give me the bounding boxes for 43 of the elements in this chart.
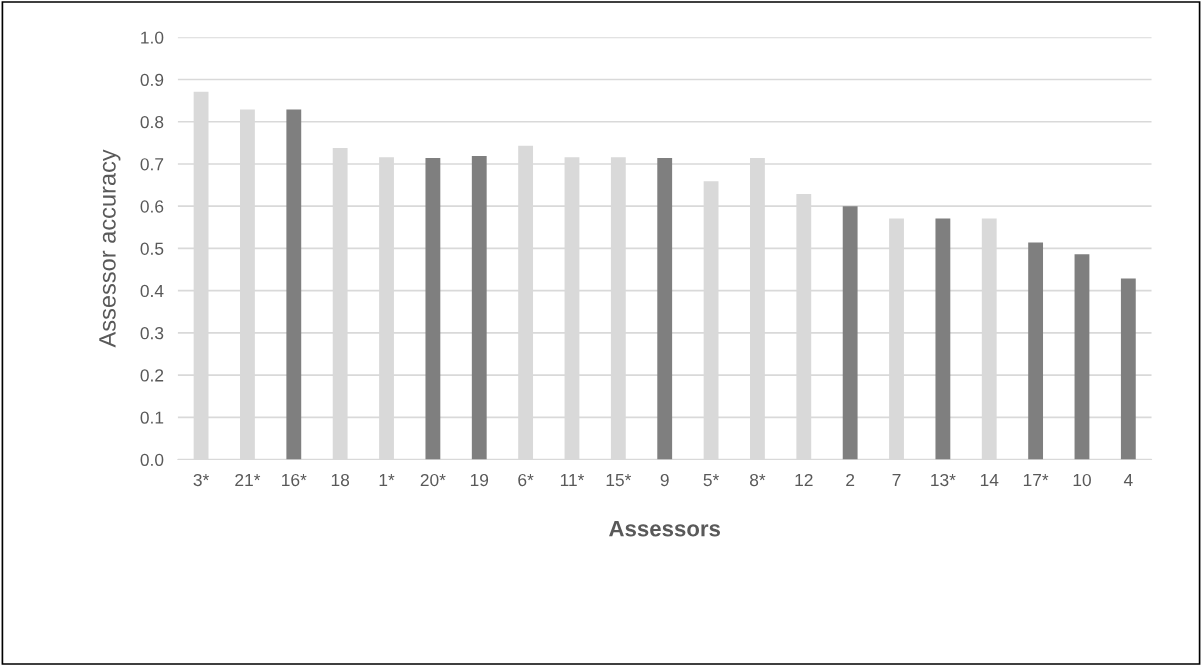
y-tick-label: 0.5 (140, 242, 164, 255)
x-tick-label: 13* (931, 473, 956, 487)
y-tick-label: 0.7 (140, 158, 164, 171)
y-axis-title: Assessor accuracy (99, 149, 121, 348)
x-tick-label: 3* (193, 473, 210, 487)
x-tick-label: 4 (1123, 474, 1133, 487)
x-tick-label: 11* (560, 474, 585, 487)
x-tick-label: 8* (749, 473, 766, 487)
y-tick-label: 0.9 (140, 73, 164, 86)
x-tick-label: 16* (282, 473, 307, 487)
y-tick-label: 1.0 (141, 31, 164, 44)
bar (471, 155, 487, 460)
x-tick-label: 10 (1073, 473, 1091, 487)
bar (1028, 242, 1044, 460)
x-tick-label: 5* (703, 474, 719, 487)
y-tick-label: 0.3 (140, 327, 164, 340)
x-tick-label: 20* (420, 473, 446, 487)
x-tick-label: 2 (846, 473, 855, 487)
y-tick-label: 0.6 (140, 200, 164, 213)
y-tick-label: 0.2 (140, 369, 164, 382)
x-tick-label: 1* (379, 474, 395, 487)
y-tick-label: 0.4 (140, 284, 164, 298)
x-tick-label: 12 (795, 473, 813, 487)
bar (935, 218, 951, 460)
bar (425, 158, 441, 460)
x-tick-label: 14 (980, 474, 999, 487)
bar (842, 206, 858, 460)
x-axis-title: Assessors (609, 520, 721, 537)
bar (1120, 278, 1136, 460)
x-tick-label: 9 (660, 473, 669, 487)
x-tick-label: 19 (470, 473, 489, 487)
bar (1074, 254, 1090, 460)
x-tick-label: 18 (331, 473, 350, 487)
bar (657, 158, 673, 460)
x-tick-label: 17* (1023, 474, 1049, 487)
y-tick-label: 0.8 (140, 115, 164, 129)
bar (286, 109, 302, 460)
y-tick-label: 0.1 (140, 411, 164, 424)
x-tick-label: 6* (518, 473, 534, 487)
x-tick-label: 7 (892, 474, 901, 487)
y-tick-label: 0.0 (140, 453, 164, 466)
x-tick-label: 21* (235, 473, 261, 487)
x-tick-label: 15* (606, 474, 632, 487)
